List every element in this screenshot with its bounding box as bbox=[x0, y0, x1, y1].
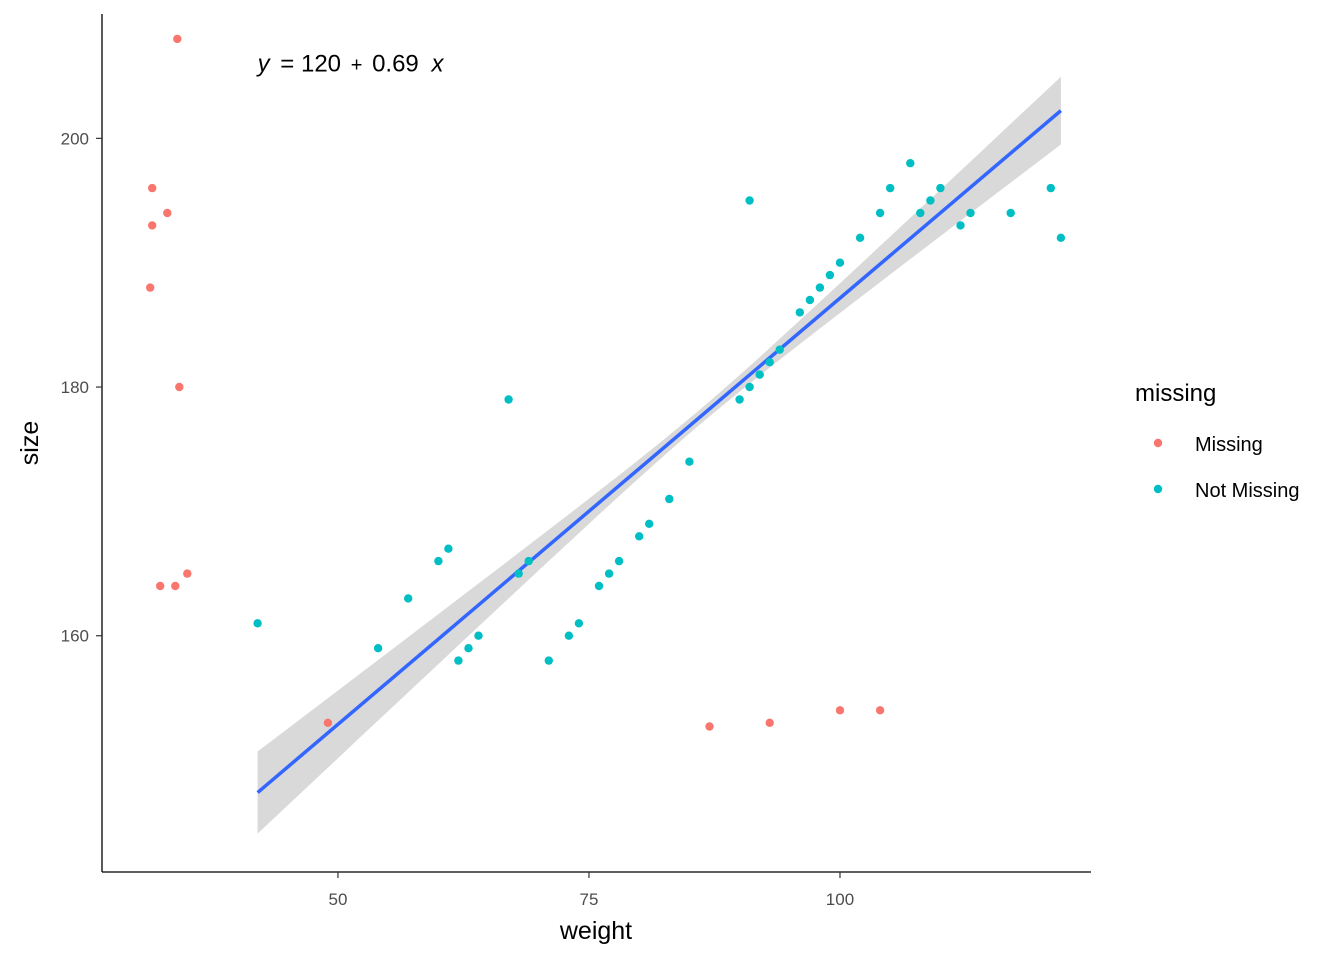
confidence-band bbox=[257, 76, 1061, 834]
data-point-not-missing bbox=[926, 196, 935, 205]
regression-line bbox=[256, 109, 1063, 794]
data-points-layer bbox=[146, 34, 1066, 731]
legend-label-not-missing: Not Missing bbox=[1195, 480, 1299, 502]
legend: missing Missing Not Missing bbox=[1135, 380, 1299, 502]
data-point-not-missing bbox=[524, 556, 533, 566]
data-point-not-missing bbox=[614, 556, 624, 566]
data-point-not-missing bbox=[514, 569, 523, 578]
data-point-missing bbox=[163, 208, 172, 218]
y-tick-label: 160 bbox=[61, 627, 89, 646]
x-tick-label: 75 bbox=[580, 890, 599, 909]
data-point-missing bbox=[146, 283, 155, 292]
data-point-not-missing bbox=[805, 295, 815, 305]
equation-y-variable: y bbox=[256, 51, 272, 78]
data-point-not-missing bbox=[755, 370, 764, 379]
data-point-not-missing bbox=[936, 183, 945, 193]
data-point-missing bbox=[148, 221, 157, 230]
equation-x-variable: x bbox=[430, 51, 444, 78]
data-point-not-missing bbox=[765, 358, 774, 367]
data-point-missing bbox=[173, 34, 182, 44]
data-point-not-missing bbox=[645, 519, 654, 528]
data-point-not-missing bbox=[966, 208, 975, 218]
data-point-not-missing bbox=[886, 183, 895, 193]
data-point-not-missing bbox=[745, 196, 754, 205]
regression-equation-annotation: y = 120 + 0.69 x bbox=[256, 51, 445, 78]
data-point-not-missing bbox=[835, 258, 845, 267]
legend-key-not-missing bbox=[1153, 484, 1163, 494]
x-tick-label: 100 bbox=[826, 890, 854, 909]
data-point-missing bbox=[183, 569, 192, 578]
data-point-not-missing bbox=[775, 345, 784, 354]
data-point-not-missing bbox=[404, 594, 413, 603]
equation-intercept: = 120 bbox=[280, 51, 341, 78]
data-point-missing bbox=[875, 706, 885, 715]
x-axis-title: weight bbox=[559, 917, 632, 945]
data-point-not-missing bbox=[875, 208, 885, 218]
data-point-not-missing bbox=[1006, 208, 1015, 218]
data-point-missing bbox=[765, 718, 774, 727]
data-point-missing bbox=[705, 722, 714, 731]
legend-label-missing: Missing bbox=[1195, 434, 1263, 456]
legend-title: missing bbox=[1135, 380, 1216, 407]
data-point-not-missing bbox=[745, 382, 754, 392]
data-point-not-missing bbox=[1046, 183, 1056, 193]
data-point-not-missing bbox=[504, 395, 513, 404]
data-point-not-missing bbox=[665, 494, 674, 504]
data-point-not-missing bbox=[564, 631, 574, 640]
equation-plus-sign: + bbox=[351, 55, 363, 77]
data-point-missing bbox=[156, 581, 165, 591]
data-point-not-missing bbox=[474, 631, 483, 640]
data-point-missing bbox=[175, 382, 184, 392]
data-point-missing bbox=[171, 581, 180, 591]
data-point-missing bbox=[835, 706, 845, 715]
data-point-not-missing bbox=[434, 556, 443, 566]
equation-slope: 0.69 bbox=[372, 51, 419, 78]
y-tick-label: 180 bbox=[61, 378, 89, 397]
y-axis-ticks: 160 180 200 bbox=[61, 129, 102, 646]
data-point-not-missing bbox=[454, 656, 463, 665]
data-point-not-missing bbox=[1056, 233, 1066, 242]
data-point-not-missing bbox=[373, 644, 383, 653]
data-point-not-missing bbox=[544, 656, 553, 665]
data-point-not-missing bbox=[855, 233, 865, 242]
legend-key-missing bbox=[1153, 438, 1163, 448]
x-axis-ticks: 50 75 100 bbox=[328, 872, 854, 909]
data-point-not-missing bbox=[906, 159, 915, 168]
y-axis-title: size bbox=[16, 421, 44, 465]
data-point-missing bbox=[148, 183, 157, 193]
data-point-not-missing bbox=[604, 569, 614, 578]
data-point-missing bbox=[323, 718, 333, 727]
data-point-not-missing bbox=[574, 619, 584, 628]
data-point-not-missing bbox=[635, 532, 644, 541]
y-tick-label: 200 bbox=[61, 129, 89, 148]
data-point-not-missing bbox=[594, 581, 604, 591]
data-point-not-missing bbox=[735, 395, 744, 404]
data-point-not-missing bbox=[464, 644, 473, 653]
regression-line-layer bbox=[256, 109, 1063, 794]
data-point-not-missing bbox=[685, 457, 694, 466]
data-point-not-missing bbox=[956, 221, 965, 230]
data-point-not-missing bbox=[815, 283, 825, 292]
confidence-band-layer bbox=[257, 76, 1061, 834]
data-point-not-missing bbox=[444, 544, 453, 553]
data-point-not-missing bbox=[916, 208, 925, 218]
data-point-not-missing bbox=[795, 308, 804, 317]
data-point-not-missing bbox=[825, 270, 835, 280]
x-tick-label: 50 bbox=[328, 890, 347, 909]
data-point-not-missing bbox=[253, 619, 262, 628]
